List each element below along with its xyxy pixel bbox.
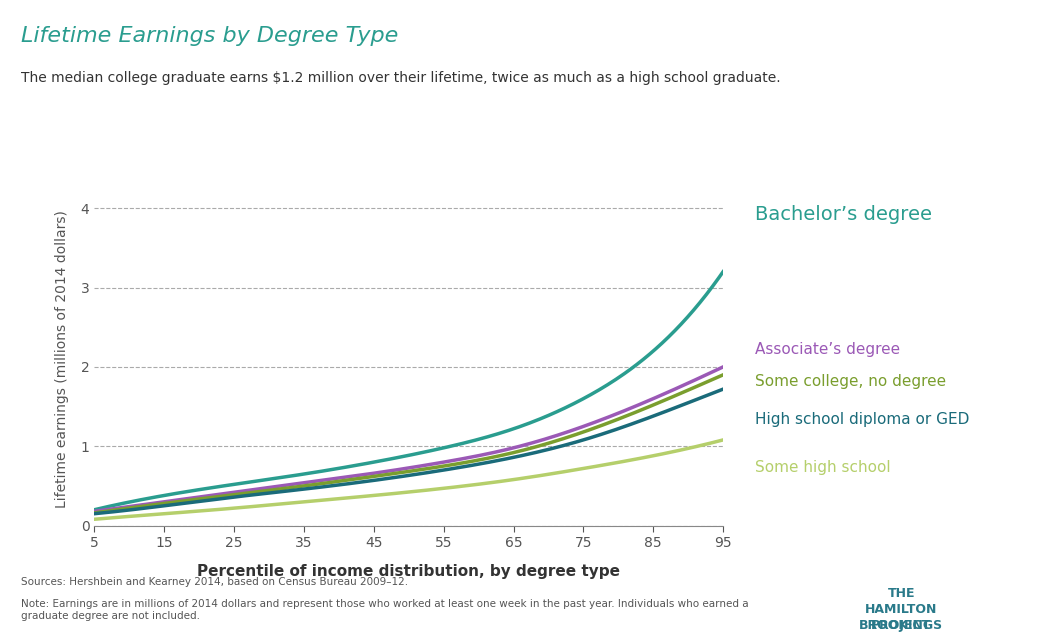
Text: Associate’s degree: Associate’s degree [755, 342, 899, 357]
Text: BROOKINGS: BROOKINGS [859, 619, 943, 631]
Text: THE
HAMILTON
PROJECT: THE HAMILTON PROJECT [865, 587, 938, 631]
Text: Bachelor’s degree: Bachelor’s degree [755, 205, 932, 224]
Text: Note: Earnings are in millions of 2014 dollars and represent those who worked at: Note: Earnings are in millions of 2014 d… [21, 599, 748, 621]
X-axis label: Percentile of income distribution, by degree type: Percentile of income distribution, by de… [197, 564, 620, 579]
Text: Some high school: Some high school [755, 460, 890, 476]
Text: Some college, no degree: Some college, no degree [755, 374, 945, 389]
Y-axis label: Lifetime earnings (millions of 2014 dollars): Lifetime earnings (millions of 2014 doll… [56, 210, 69, 508]
Text: High school diploma or GED: High school diploma or GED [755, 412, 969, 428]
Text: The median college graduate earns $1.2 million over their lifetime, twice as muc: The median college graduate earns $1.2 m… [21, 71, 781, 85]
Text: Sources: Hershbein and Kearney 2014, based on Census Bureau 2009–12.: Sources: Hershbein and Kearney 2014, bas… [21, 577, 408, 587]
Text: Lifetime Earnings by Degree Type: Lifetime Earnings by Degree Type [21, 26, 398, 46]
